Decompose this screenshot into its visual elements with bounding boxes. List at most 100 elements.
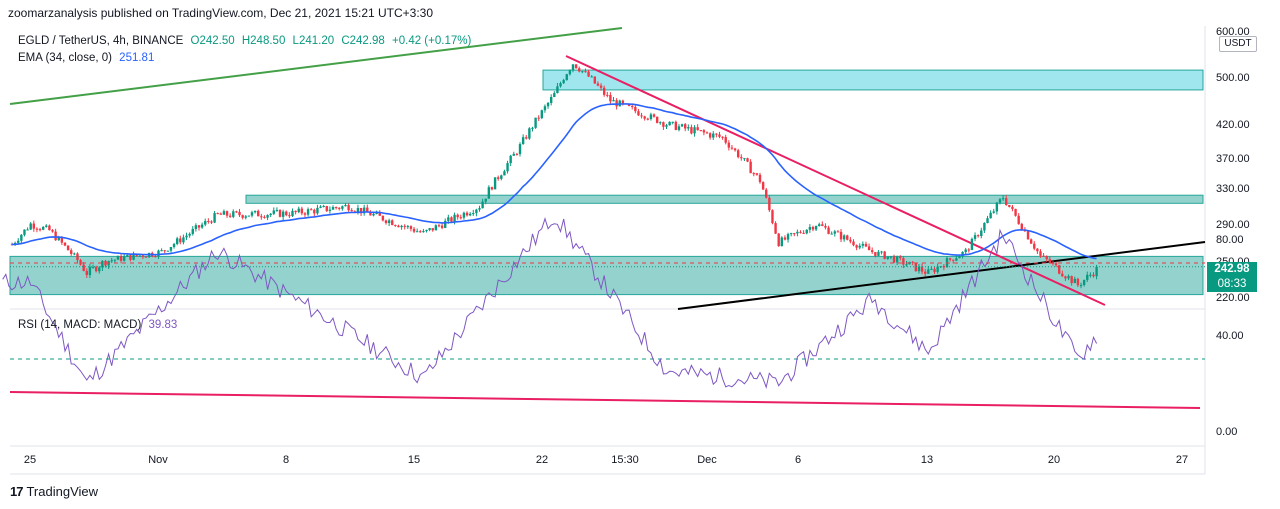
candle-body [758, 174, 762, 183]
candle-body [54, 231, 57, 241]
symbol-legend: EGLD / TetherUS, 4h, BINANCE O242.50 H24… [18, 35, 475, 47]
candle-body [194, 225, 198, 229]
tradingview-branding[interactable]: 17 TradingView [10, 484, 98, 499]
candle-body [590, 76, 593, 78]
candle-body [895, 256, 899, 263]
candle-body [877, 251, 880, 256]
candle-body [936, 266, 939, 273]
candle-body [886, 256, 889, 259]
candle-body [447, 217, 450, 221]
candle-body [565, 74, 568, 81]
candle-body [771, 210, 774, 224]
rsi-label: RSI (14, MACD: MACD) [18, 319, 142, 331]
candle-body [917, 266, 921, 272]
candle-body [269, 213, 272, 216]
candle-body [864, 243, 868, 247]
candle-body [26, 229, 29, 231]
candle-body [543, 106, 547, 111]
candle-body [615, 100, 618, 107]
candle-body [952, 259, 955, 261]
candle-body [880, 251, 883, 253]
candle-body [818, 224, 821, 227]
candle-body [858, 245, 861, 248]
candle-body [450, 217, 453, 222]
candle-body [341, 206, 344, 209]
time-tick-label: 27 [1176, 454, 1188, 466]
candle-body [1036, 248, 1039, 252]
candle-body [338, 207, 341, 209]
candle-body [475, 209, 478, 214]
price-tick-label: 500.00 [1216, 72, 1250, 84]
candle-body [244, 216, 247, 218]
candle-body [415, 231, 419, 233]
time-tick-label: Nov [148, 454, 168, 466]
candle-body [571, 64, 575, 71]
time-tick-label: 15:30 [611, 454, 639, 466]
candle-body [300, 208, 304, 214]
tradingview-logo-icon: 17 [10, 484, 24, 499]
candle-body [306, 209, 310, 215]
candle-body [1026, 231, 1030, 240]
candle-body [506, 163, 509, 172]
candle-body [1033, 243, 1036, 249]
candle-body [45, 225, 48, 227]
candle-body [553, 93, 556, 97]
rsi-value: 39.83 [148, 319, 178, 331]
candle-body [38, 229, 42, 231]
candle-body [967, 249, 971, 251]
time-tick-label: 6 [795, 454, 801, 466]
candle-body [316, 207, 319, 214]
candle-body [344, 205, 347, 207]
candle-body [1029, 239, 1033, 244]
candle-body [874, 252, 877, 256]
candle-body [696, 127, 699, 131]
candle-body [403, 225, 406, 227]
candle-body [319, 206, 322, 208]
candle-body [805, 229, 808, 234]
candle-body [465, 212, 469, 216]
currency-button[interactable]: USDT [1219, 36, 1257, 52]
candle-body [861, 243, 865, 246]
candle-body [515, 153, 519, 155]
open-value: O242.50 [190, 35, 235, 47]
candle-body [91, 266, 95, 268]
candle-body [730, 147, 734, 149]
candle-body [1042, 255, 1045, 257]
symbol-label: EGLD / TetherUS, 4h, BINANCE [18, 35, 184, 47]
candle-body [356, 207, 360, 212]
candle-body [288, 215, 291, 217]
candle-body [749, 161, 752, 174]
candle-body [724, 137, 727, 143]
candle-body [23, 229, 26, 235]
candle-body [593, 76, 597, 84]
zone-1 [542, 69, 1204, 91]
rsi-trendline [9, 391, 1201, 409]
candle-body [20, 234, 23, 241]
candle-body [490, 187, 494, 190]
rsi-tick-label: 0.00 [1216, 426, 1237, 438]
candle-body [1082, 279, 1086, 285]
candle-body [518, 144, 522, 155]
candle-body [674, 121, 678, 130]
candle-body [387, 220, 391, 224]
candle-body [899, 256, 902, 259]
candle-body [503, 171, 506, 176]
candle-body [537, 117, 540, 119]
candle-body [222, 211, 226, 215]
rsi-tick-label: 40.00 [1216, 330, 1244, 342]
candle-body [708, 133, 712, 138]
candle-body [266, 215, 269, 218]
ema-legend: EMA (34, close, 0) 251.81 [18, 52, 158, 64]
candle-body [1008, 204, 1011, 207]
candle-body [322, 205, 325, 207]
candle-body [680, 124, 684, 127]
candle-body [789, 233, 793, 235]
candle-body [821, 224, 824, 226]
candle-body [138, 255, 141, 257]
candle-body [157, 250, 160, 257]
candle-body [291, 210, 294, 217]
candle-body [1095, 266, 1098, 277]
candle-body [63, 242, 67, 246]
candle-body [930, 268, 933, 270]
